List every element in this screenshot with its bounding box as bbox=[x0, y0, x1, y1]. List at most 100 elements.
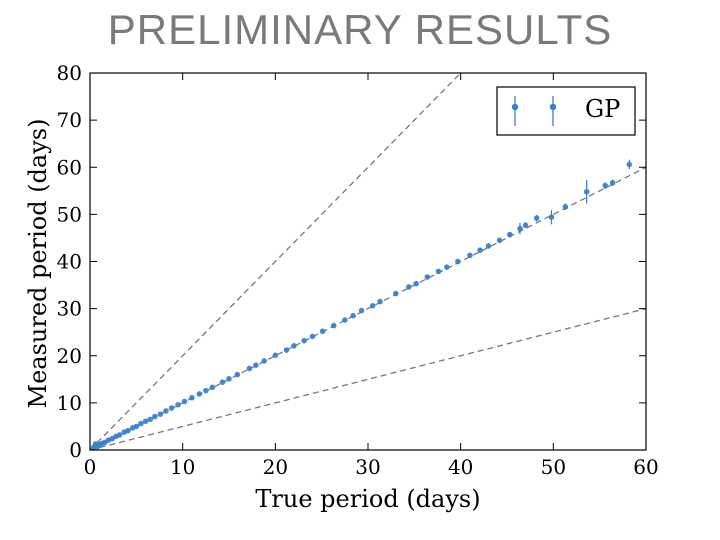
point-marker bbox=[152, 413, 158, 420]
point-marker bbox=[142, 418, 149, 425]
data-point bbox=[272, 352, 279, 359]
point-marker bbox=[358, 307, 365, 314]
data-point bbox=[435, 268, 442, 275]
data-point bbox=[209, 384, 216, 391]
x-tick-label: 30 bbox=[355, 455, 380, 479]
x-tick-label: 40 bbox=[448, 455, 473, 479]
point-marker bbox=[301, 337, 307, 344]
data-point bbox=[522, 222, 529, 229]
point-marker bbox=[342, 317, 348, 323]
point-marker bbox=[485, 243, 492, 249]
point-marker bbox=[393, 290, 399, 297]
y-tick-label: 80 bbox=[57, 61, 82, 85]
reference-line-0 bbox=[90, 73, 462, 450]
point-marker bbox=[175, 401, 181, 408]
data-point bbox=[350, 312, 356, 319]
point-marker bbox=[209, 384, 216, 391]
y-tick-label: 60 bbox=[57, 155, 82, 179]
y-tick-label: 10 bbox=[57, 391, 82, 415]
slide-title: PRELIMINARY RESULTS bbox=[107, 6, 613, 53]
point-marker bbox=[435, 268, 442, 275]
point-marker bbox=[330, 322, 337, 329]
data-point bbox=[424, 274, 431, 280]
point-marker bbox=[219, 379, 226, 385]
x-tick-label: 10 bbox=[170, 455, 195, 479]
data-point bbox=[342, 317, 348, 323]
data-point bbox=[496, 237, 503, 244]
point-marker bbox=[283, 347, 290, 353]
y-tick-label: 40 bbox=[57, 250, 82, 274]
data-point bbox=[393, 290, 399, 297]
point-marker bbox=[477, 247, 483, 253]
data-point bbox=[138, 420, 144, 427]
data-point bbox=[301, 337, 307, 344]
x-ticks: 0 10 20 30 40 50 60 bbox=[84, 73, 659, 479]
point-marker bbox=[455, 258, 461, 265]
point-marker bbox=[522, 222, 529, 229]
point-marker bbox=[189, 394, 195, 401]
x-axis-label: True period (days) bbox=[255, 485, 480, 513]
point-marker bbox=[163, 408, 169, 414]
point-marker bbox=[168, 405, 175, 411]
data-point bbox=[485, 243, 492, 249]
point-marker bbox=[424, 274, 431, 280]
data-point bbox=[168, 405, 175, 411]
data-point bbox=[261, 358, 268, 364]
data-point bbox=[142, 418, 149, 425]
data-point bbox=[189, 394, 195, 401]
data-point bbox=[330, 322, 337, 329]
legend: GP bbox=[496, 86, 636, 136]
point-marker bbox=[309, 333, 316, 340]
legend-label: GP bbox=[585, 95, 620, 123]
point-marker bbox=[369, 302, 376, 309]
data-point bbox=[163, 408, 169, 414]
data-point bbox=[196, 391, 203, 397]
point-marker bbox=[138, 420, 144, 427]
x-tick-label: 50 bbox=[541, 455, 566, 479]
point-marker bbox=[583, 188, 590, 195]
data-point bbox=[319, 328, 326, 335]
y-axis-label: Measured period (days) bbox=[24, 119, 52, 409]
data-point bbox=[609, 179, 616, 187]
data-point bbox=[405, 284, 412, 290]
point-marker bbox=[413, 280, 419, 287]
data-point bbox=[413, 280, 419, 287]
data-point bbox=[147, 416, 154, 423]
data-point bbox=[533, 214, 540, 222]
data-point bbox=[467, 252, 473, 259]
y-ticks: 0 10 20 30 40 50 60 70 80 bbox=[57, 61, 646, 462]
data-point bbox=[517, 222, 523, 235]
x-tick-label: 0 bbox=[84, 455, 97, 479]
point-marker bbox=[377, 298, 383, 305]
y-tick-label: 50 bbox=[57, 202, 82, 226]
point-marker bbox=[291, 343, 297, 349]
data-point bbox=[548, 210, 555, 225]
data-point bbox=[583, 179, 590, 204]
data-point bbox=[377, 298, 383, 305]
legend-box bbox=[496, 86, 636, 136]
data-point bbox=[234, 371, 241, 378]
point-marker bbox=[272, 352, 279, 359]
point-marker bbox=[116, 432, 123, 438]
y-tick-label: 0 bbox=[69, 438, 82, 462]
reference-line-2 bbox=[90, 307, 646, 450]
point-marker bbox=[548, 214, 555, 221]
data-point bbox=[309, 333, 316, 340]
point-marker bbox=[533, 215, 540, 221]
data-point bbox=[116, 432, 123, 438]
y-tick-label: 20 bbox=[57, 344, 82, 368]
point-marker bbox=[562, 204, 569, 210]
data-point bbox=[602, 182, 609, 189]
legend-marker bbox=[511, 96, 557, 126]
data-point bbox=[253, 362, 259, 368]
point-marker bbox=[157, 411, 164, 417]
legend-point bbox=[549, 103, 557, 111]
data-point bbox=[152, 413, 158, 420]
data-point bbox=[283, 347, 290, 353]
data-point bbox=[506, 231, 513, 238]
point-marker bbox=[506, 231, 513, 238]
point-marker bbox=[133, 423, 140, 430]
data-point bbox=[358, 307, 365, 314]
point-marker bbox=[350, 312, 356, 319]
